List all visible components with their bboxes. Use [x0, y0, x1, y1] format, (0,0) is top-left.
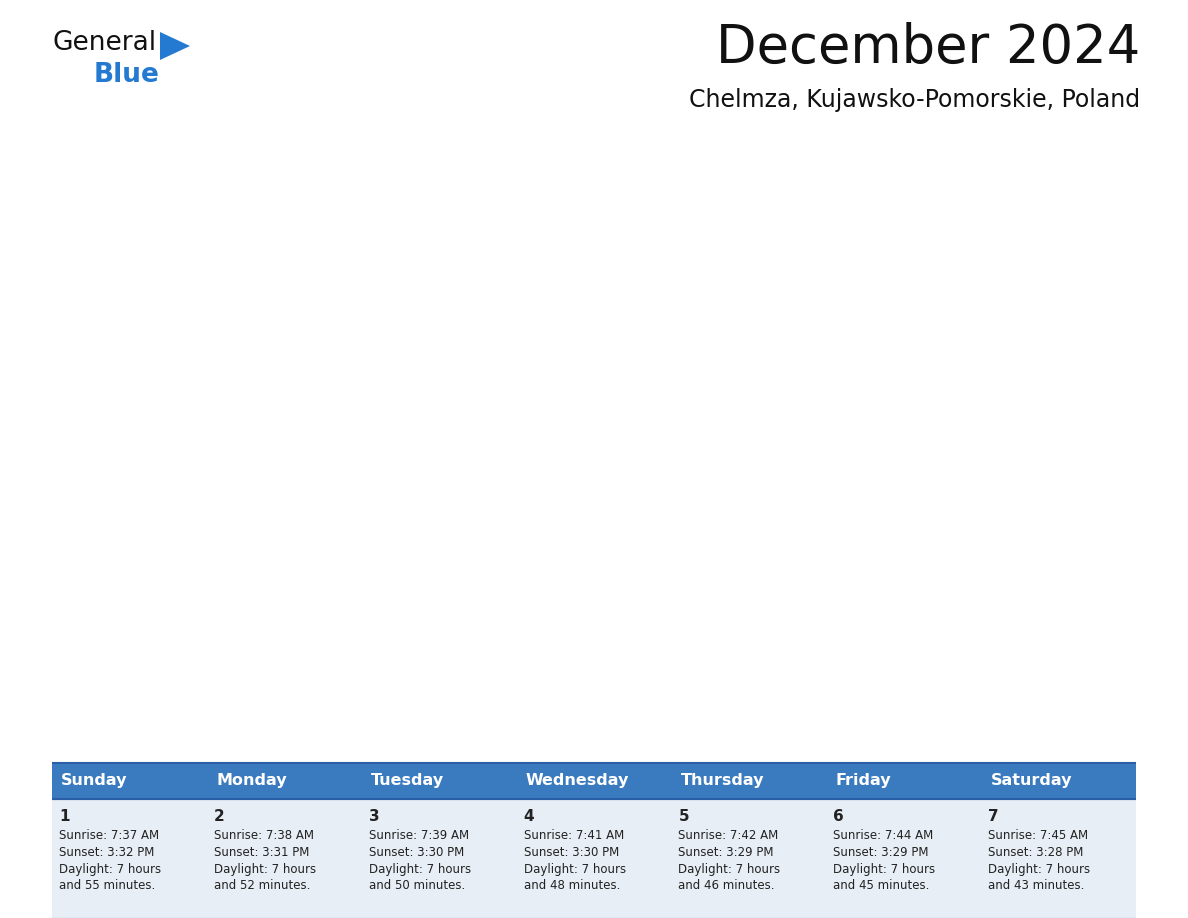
- Text: Sunset: 3:30 PM: Sunset: 3:30 PM: [368, 846, 465, 859]
- Text: 2: 2: [214, 809, 225, 824]
- Text: Tuesday: Tuesday: [371, 774, 444, 789]
- Bar: [207, 799, 361, 918]
- Text: Chelmza, Kujawsko-Pomorskie, Poland: Chelmza, Kujawsko-Pomorskie, Poland: [689, 88, 1140, 112]
- Text: Sunset: 3:31 PM: Sunset: 3:31 PM: [214, 846, 309, 859]
- Text: 5: 5: [678, 809, 689, 824]
- Bar: [52, 799, 207, 918]
- Text: Blue: Blue: [94, 62, 160, 88]
- Text: Sunrise: 7:41 AM: Sunrise: 7:41 AM: [524, 829, 624, 842]
- Text: Daylight: 7 hours: Daylight: 7 hours: [524, 863, 626, 876]
- Text: Daylight: 7 hours: Daylight: 7 hours: [678, 863, 781, 876]
- Bar: [207, 763, 361, 799]
- Text: Sunset: 3:28 PM: Sunset: 3:28 PM: [988, 846, 1083, 859]
- Bar: [827, 799, 981, 918]
- Text: 4: 4: [524, 809, 535, 824]
- Text: Monday: Monday: [216, 774, 286, 789]
- Text: Daylight: 7 hours: Daylight: 7 hours: [59, 863, 162, 876]
- Text: Sunrise: 7:39 AM: Sunrise: 7:39 AM: [368, 829, 469, 842]
- Bar: [517, 763, 671, 799]
- Text: Sunrise: 7:38 AM: Sunrise: 7:38 AM: [214, 829, 314, 842]
- Text: Sunset: 3:29 PM: Sunset: 3:29 PM: [833, 846, 929, 859]
- Text: December 2024: December 2024: [715, 22, 1140, 74]
- Bar: [52, 763, 207, 799]
- Text: and 43 minutes.: and 43 minutes.: [988, 879, 1085, 892]
- Text: Daylight: 7 hours: Daylight: 7 hours: [833, 863, 935, 876]
- Text: Sunset: 3:32 PM: Sunset: 3:32 PM: [59, 846, 154, 859]
- Text: Sunset: 3:30 PM: Sunset: 3:30 PM: [524, 846, 619, 859]
- Bar: [517, 799, 671, 918]
- Text: Thursday: Thursday: [681, 774, 764, 789]
- Text: Saturday: Saturday: [991, 774, 1072, 789]
- Bar: [361, 799, 517, 918]
- Text: Sunday: Sunday: [62, 774, 128, 789]
- Text: and 52 minutes.: and 52 minutes.: [214, 879, 310, 892]
- Text: and 48 minutes.: and 48 minutes.: [524, 879, 620, 892]
- Text: 3: 3: [368, 809, 379, 824]
- Bar: [981, 763, 1136, 799]
- Bar: [361, 763, 517, 799]
- Bar: [827, 763, 981, 799]
- Text: General: General: [52, 30, 156, 56]
- Text: Sunrise: 7:44 AM: Sunrise: 7:44 AM: [833, 829, 934, 842]
- Bar: [981, 799, 1136, 918]
- Text: and 45 minutes.: and 45 minutes.: [833, 879, 930, 892]
- Text: 6: 6: [833, 809, 843, 824]
- Text: 1: 1: [59, 809, 70, 824]
- Text: Daylight: 7 hours: Daylight: 7 hours: [214, 863, 316, 876]
- Text: Sunrise: 7:37 AM: Sunrise: 7:37 AM: [59, 829, 159, 842]
- Text: Sunrise: 7:45 AM: Sunrise: 7:45 AM: [988, 829, 1088, 842]
- Text: and 50 minutes.: and 50 minutes.: [368, 879, 465, 892]
- Text: and 46 minutes.: and 46 minutes.: [678, 879, 775, 892]
- Bar: [671, 763, 827, 799]
- Text: Friday: Friday: [835, 774, 891, 789]
- Text: 7: 7: [988, 809, 999, 824]
- Text: Daylight: 7 hours: Daylight: 7 hours: [368, 863, 470, 876]
- Text: Sunrise: 7:42 AM: Sunrise: 7:42 AM: [678, 829, 778, 842]
- Text: and 55 minutes.: and 55 minutes.: [59, 879, 156, 892]
- Text: Wednesday: Wednesday: [526, 774, 630, 789]
- Text: Sunset: 3:29 PM: Sunset: 3:29 PM: [678, 846, 773, 859]
- Bar: [671, 799, 827, 918]
- Text: Daylight: 7 hours: Daylight: 7 hours: [988, 863, 1091, 876]
- Polygon shape: [160, 32, 190, 60]
